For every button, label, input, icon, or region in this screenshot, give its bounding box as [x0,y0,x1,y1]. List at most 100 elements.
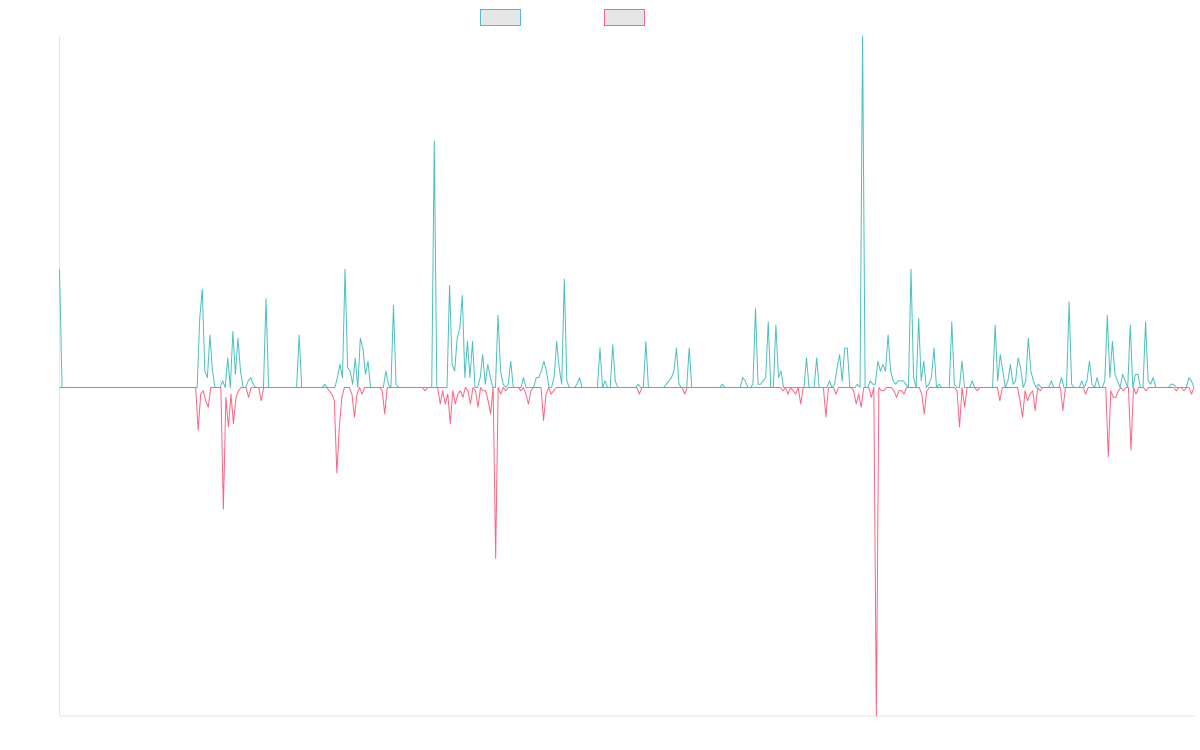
data-point-lower[interactable] [796,386,800,390]
data-point-lower[interactable] [1028,392,1032,396]
data-point-lower[interactable] [779,386,783,390]
data-point-upper[interactable] [1128,323,1132,327]
data-point-upper[interactable] [804,356,808,360]
data-point-lower[interactable] [257,386,261,390]
data-point-upper[interactable] [1014,379,1018,383]
data-point-lower[interactable] [889,386,893,390]
data-point-lower[interactable] [1038,389,1042,393]
data-point-lower[interactable] [1106,454,1110,458]
data-point-upper[interactable] [993,323,997,327]
legend-swatch-upper[interactable] [480,9,521,26]
data-point-lower[interactable] [466,389,470,393]
data-point-lower[interactable] [224,395,228,399]
data-point-upper[interactable] [1059,376,1063,380]
data-point-lower[interactable] [1119,386,1123,390]
data-point-upper[interactable] [743,379,747,383]
data-point-upper[interactable] [1103,379,1107,383]
data-point-upper[interactable] [855,382,859,386]
data-point-lower[interactable] [542,418,546,422]
data-point-lower[interactable] [1189,392,1193,396]
data-point-lower[interactable] [683,392,687,396]
data-point-upper[interactable] [460,294,464,298]
data-point-upper[interactable] [1019,366,1023,370]
data-point-lower[interactable] [524,392,528,396]
data-point-upper[interactable] [353,356,357,360]
data-point-lower[interactable] [421,386,425,390]
data-point-lower[interactable] [259,399,263,403]
data-point-upper[interactable] [611,343,615,347]
data-point-lower[interactable] [491,386,495,390]
data-point-lower[interactable] [955,389,959,393]
data-point-lower[interactable] [637,392,641,396]
data-point-upper[interactable] [1144,320,1148,324]
data-point-upper[interactable] [335,376,339,380]
data-point-lower[interactable] [443,402,447,406]
data-point-lower[interactable] [468,402,472,406]
data-point-lower[interactable] [340,395,344,399]
data-point-upper[interactable] [231,330,235,334]
data-point-upper[interactable] [1024,379,1028,383]
data-point-lower[interactable] [1114,395,1118,399]
data-point-lower[interactable] [327,389,331,393]
data-point-lower[interactable] [857,392,861,396]
data-point-upper[interactable] [674,346,678,350]
data-point-upper[interactable] [876,359,880,363]
data-point-upper[interactable] [343,267,347,271]
data-point-lower[interactable] [458,389,462,393]
data-point-lower[interactable] [539,386,543,390]
data-point-upper[interactable] [1006,379,1010,383]
data-point-lower[interactable] [1061,408,1065,412]
data-point-upper[interactable] [894,382,898,386]
legend-swatch-lower[interactable] [604,9,645,26]
data-point-upper[interactable] [1123,379,1127,383]
data-point-upper[interactable] [333,386,337,390]
data-point-lower[interactable] [1109,389,1113,393]
data-point-lower[interactable] [975,389,979,393]
data-point-lower[interactable] [332,399,336,403]
data-point-upper[interactable] [555,340,559,344]
data-point-upper[interactable] [919,379,923,383]
data-point-upper[interactable] [391,303,395,307]
data-point-lower[interactable] [1033,408,1037,412]
data-point-lower[interactable] [201,389,205,393]
data-point-upper[interactable] [970,379,974,383]
data-point-lower[interactable] [451,389,455,393]
data-point-upper[interactable] [1029,369,1033,373]
data-point-lower[interactable] [219,386,223,390]
data-point-lower[interactable] [330,392,334,396]
data-point-lower[interactable] [199,392,203,396]
data-point-lower[interactable] [1144,389,1148,393]
data-point-lower[interactable] [471,386,475,390]
data-point-lower[interactable] [519,389,523,393]
data-point-lower[interactable] [922,412,926,416]
data-point-upper[interactable] [1110,340,1114,344]
data-point-lower[interactable] [229,392,233,396]
data-point-upper[interactable] [363,372,367,376]
data-point-upper[interactable] [366,359,370,363]
data-point-upper[interactable] [340,376,344,380]
data-point-lower[interactable] [963,405,967,409]
data-point-upper[interactable] [351,382,355,386]
data-point-upper[interactable] [840,379,844,383]
data-point-upper[interactable] [223,386,227,390]
data-point-upper[interactable] [58,267,62,271]
data-point-upper[interactable] [1121,372,1125,376]
data-point-lower[interactable] [791,389,795,393]
data-point-lower[interactable] [526,402,530,406]
data-point-lower[interactable] [221,507,225,511]
data-point-upper[interactable] [233,372,237,376]
data-point-upper[interactable] [445,386,449,390]
data-point-lower[interactable] [196,428,200,432]
data-point-lower[interactable] [784,386,788,390]
data-point-lower[interactable] [874,714,878,718]
data-point-upper[interactable] [361,346,365,350]
data-point-lower[interactable] [1179,386,1183,390]
data-point-lower[interactable] [335,471,339,475]
data-point-upper[interactable] [858,386,862,390]
data-point-lower[interactable] [1142,386,1146,390]
data-point-lower[interactable] [680,386,684,390]
data-point-lower[interactable] [635,386,639,390]
data-point-upper[interactable] [496,313,500,317]
data-point-lower[interactable] [489,412,493,416]
data-point-lower[interactable] [852,389,856,393]
